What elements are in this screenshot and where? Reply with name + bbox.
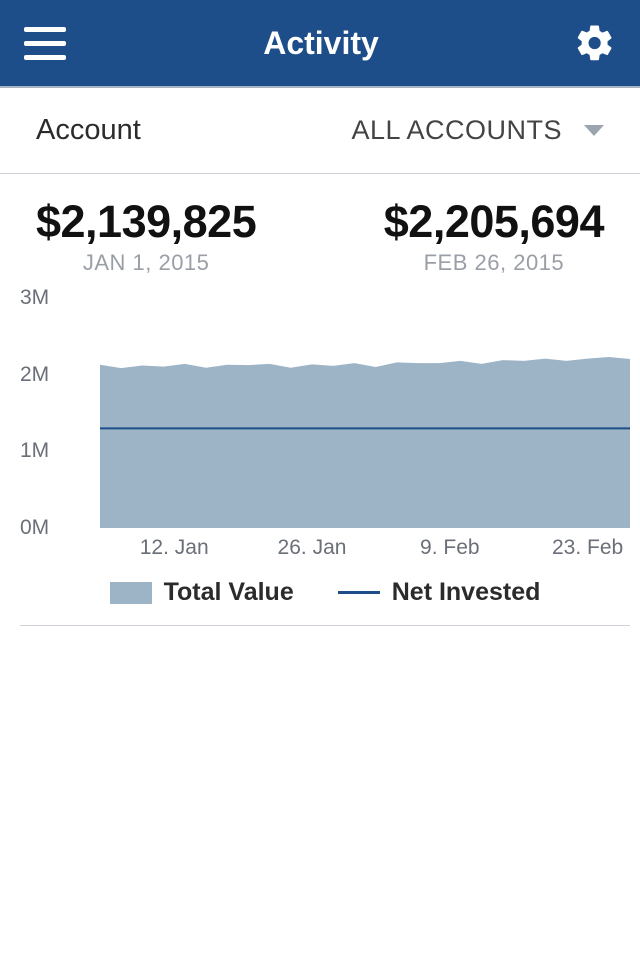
chevron-down-icon [584, 125, 604, 136]
y-tick: 0M [20, 516, 76, 540]
legend-label-total: Total Value [164, 578, 294, 607]
end-amount: $2,205,694 [384, 196, 604, 248]
legend-total-value: Total Value [110, 578, 294, 607]
end-value-block: $2,205,694 FEB 26, 2015 [384, 196, 604, 276]
legend-swatch-area [110, 582, 152, 604]
account-dropdown[interactable]: ALL ACCOUNTS [351, 115, 604, 146]
chart: 0M1M2M3M 12. Jan26. Jan9. Feb23. Feb Tot… [0, 298, 640, 626]
plot [100, 298, 630, 528]
page-title: Activity [263, 25, 379, 62]
x-axis: 12. Jan 26. Jan 9. Feb 23. Feb [100, 536, 630, 572]
legend-swatch-line [338, 591, 380, 594]
x-tick: 23. Feb [552, 536, 623, 560]
y-tick: 2M [20, 363, 76, 387]
start-value-block: $2,139,825 JAN 1, 2015 [36, 196, 256, 276]
chart-plot-area: 0M1M2M3M [20, 298, 630, 528]
x-tick: 26. Jan [278, 536, 347, 560]
app-header: Activity [0, 0, 640, 88]
x-tick: 12. Jan [140, 536, 209, 560]
settings-icon[interactable] [574, 22, 616, 64]
account-selected-value: ALL ACCOUNTS [351, 115, 562, 146]
start-date: JAN 1, 2015 [36, 250, 256, 276]
x-tick: 9. Feb [420, 536, 480, 560]
y-axis: 0M1M2M3M [20, 298, 76, 528]
y-tick: 3M [20, 286, 76, 310]
account-label: Account [36, 114, 141, 147]
y-tick: 1M [20, 439, 76, 463]
chart-legend: Total Value Net Invested [20, 578, 630, 626]
end-date: FEB 26, 2015 [384, 250, 604, 276]
legend-label-net: Net Invested [392, 578, 541, 607]
summary-values: $2,139,825 JAN 1, 2015 $2,205,694 FEB 26… [0, 174, 640, 280]
series-total-value [100, 357, 630, 528]
account-selector-row: Account ALL ACCOUNTS [0, 88, 640, 174]
legend-net-invested: Net Invested [338, 578, 541, 607]
start-amount: $2,139,825 [36, 196, 256, 248]
menu-icon[interactable] [24, 21, 68, 65]
